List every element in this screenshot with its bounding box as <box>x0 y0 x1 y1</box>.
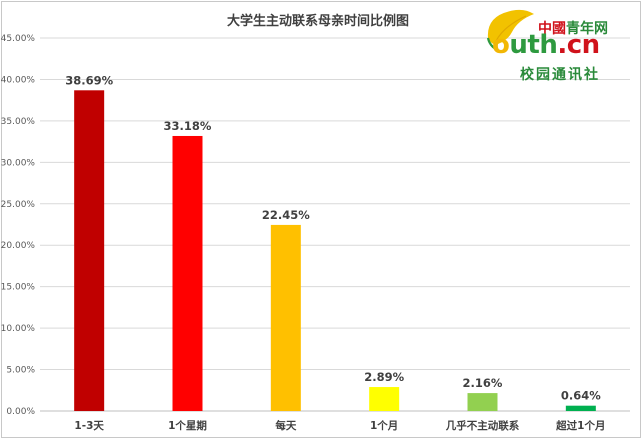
data-label: 22.45% <box>262 208 310 222</box>
logo-domain-uth: uth <box>509 30 558 60</box>
x-tick-label: 超过1个月 <box>555 419 605 432</box>
y-tick-label: 35.00% <box>1 117 36 127</box>
x-tick-label: 每天 <box>275 419 296 432</box>
logo-domain: outh.cn <box>492 30 600 60</box>
data-label: 0.64% <box>561 389 601 403</box>
x-tick-label: 1个月 <box>370 419 398 432</box>
y-tick-label: 25.00% <box>1 200 36 210</box>
y-tick-label: 45.00% <box>1 34 36 44</box>
logo-tagline: 校园通讯社 <box>520 67 600 83</box>
youth-cn-logo: 中國青年网 outh.cn 校园通讯社 <box>480 4 640 84</box>
logo-domain-cn: .cn <box>557 30 600 60</box>
bar <box>74 90 105 411</box>
y-tick-label: 5.00% <box>6 366 35 376</box>
y-axis-ticks: 0.00% 5.00% 10.00% 15.00% 20.00% 25.00% 30.00%… <box>1 34 36 417</box>
x-axis-ticks: 1-3天 1个星期 每天 1个月 几乎不主动联系 超过1个月 <box>74 419 605 432</box>
bars <box>74 90 596 411</box>
bar <box>369 387 400 411</box>
y-tick-label: 40.00% <box>1 75 36 85</box>
logo-brand-name: 青年网 <box>566 21 608 37</box>
logo-domain-o: o <box>492 30 510 60</box>
y-tick-label: 15.00% <box>1 283 36 293</box>
bar <box>467 393 498 411</box>
x-tick-label: 1个星期 <box>168 419 207 432</box>
data-labels: 38.69% 33.18% 22.45% 2.89% 2.16% 0.64% <box>65 73 601 402</box>
data-label: 2.16% <box>463 376 503 390</box>
y-tick-label: 30.00% <box>1 158 36 168</box>
chart-title: 大学生主动联系母亲时间比例图 <box>227 13 409 29</box>
logo-brand-line: 中國青年网 <box>538 18 608 38</box>
gridlines <box>40 37 630 412</box>
bar <box>565 405 596 411</box>
y-tick-label: 10.00% <box>1 324 36 334</box>
bar <box>172 135 203 411</box>
y-tick-label: 0.00% <box>6 407 35 417</box>
ginkgo-leaf-icon <box>486 9 534 54</box>
x-tick-label: 几乎不主动联系 <box>446 419 520 432</box>
y-tick-label: 20.00% <box>1 241 36 251</box>
x-tick-label: 1-3天 <box>74 420 104 432</box>
data-label: 33.18% <box>164 119 212 133</box>
logo-brand-cn: 中國 <box>538 21 566 37</box>
data-label: 38.69% <box>65 73 113 87</box>
data-label: 2.89% <box>364 370 404 384</box>
bar <box>270 224 301 411</box>
